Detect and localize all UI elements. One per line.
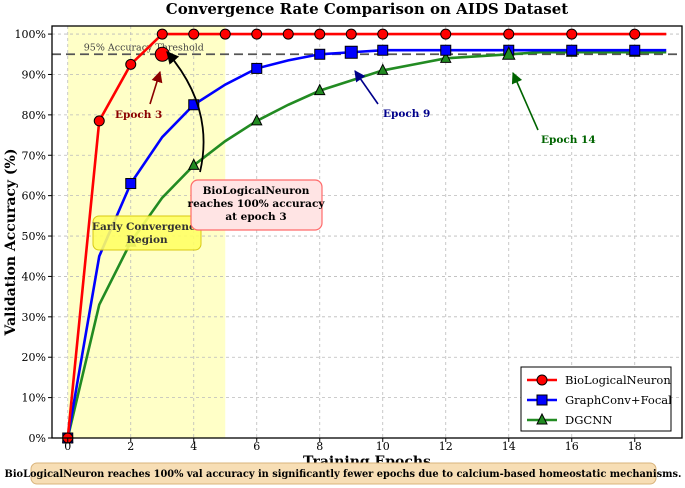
series-group <box>61 28 667 444</box>
y-tick-label: 0% <box>29 432 46 445</box>
x-tick-label: 2 <box>127 440 134 453</box>
x-tick-label: 6 <box>253 440 260 453</box>
chart-title: Convergence Rate Comparison on AIDS Data… <box>166 0 568 18</box>
data-point <box>282 28 294 40</box>
data-point <box>566 44 578 56</box>
data-point <box>313 83 326 96</box>
data-point <box>503 28 515 40</box>
data-point <box>566 28 578 40</box>
legend-item: BioLogicalNeuron <box>527 373 671 387</box>
y-tick-label: 100% <box>15 28 46 41</box>
reach-100-arrow <box>166 51 205 173</box>
epoch-14-arrow <box>511 71 539 131</box>
data-point <box>536 412 548 425</box>
x-tick-label: 18 <box>628 440 642 453</box>
data-point <box>377 28 389 40</box>
footer-text: BioLogicalNeuron reaches 100% val accura… <box>5 469 682 480</box>
data-point <box>629 44 641 56</box>
epoch-3-annotation: Epoch 3 <box>115 109 162 121</box>
data-point <box>93 115 105 127</box>
data-point <box>536 394 548 406</box>
x-tick-label: 8 <box>316 440 323 453</box>
data-point <box>187 158 200 170</box>
data-point <box>345 28 357 40</box>
y-tick-label: 30% <box>22 311 46 324</box>
data-point <box>251 28 263 40</box>
y-tick-label: 50% <box>22 230 46 243</box>
data-point <box>344 45 358 59</box>
axis-ticks: 0 2 4 6 8 10 12 14 16 18 0% 10% 20% 30% 40% 50% 60% 70% 80… <box>15 28 642 453</box>
x-tick-label: 12 <box>439 440 453 453</box>
y-tick-label: 40% <box>22 270 46 283</box>
y-tick-label: 60% <box>22 190 46 203</box>
early-convergence-box <box>92 215 202 251</box>
data-point <box>154 46 170 62</box>
x-tick-label: 10 <box>376 440 390 453</box>
data-point <box>125 58 137 70</box>
reach-100-box <box>190 179 323 231</box>
data-point <box>439 51 452 63</box>
y-tick-label: 80% <box>22 109 46 122</box>
data-point <box>376 63 389 75</box>
x-tick-label: 14 <box>502 440 516 453</box>
legend-label: BioLogicalNeuron <box>565 373 671 387</box>
data-point <box>536 374 548 386</box>
data-point <box>219 28 231 40</box>
data-point <box>377 44 389 56</box>
data-point <box>188 99 200 111</box>
data-point <box>440 28 452 40</box>
data-point <box>156 28 168 40</box>
data-point <box>250 113 263 126</box>
epoch-9-arrow <box>354 70 379 105</box>
data-point <box>314 48 326 60</box>
plot-frame <box>51 25 683 439</box>
x-tick-label: 16 <box>565 440 579 453</box>
reach-100-annotation: BioLogicalNeuron reaches 100% accuracy at … <box>188 185 326 223</box>
y-tick-label: 90% <box>22 68 46 81</box>
data-point <box>440 44 452 56</box>
data-point <box>314 28 326 40</box>
legend-label: GraphConv+Focal <box>565 393 672 407</box>
data-point <box>501 46 516 60</box>
legend: BioLogicalNeuron GraphConv+Focal DGCNN <box>520 366 672 432</box>
early-convergence-label: Early Convergence Region <box>92 221 202 246</box>
data-point <box>125 178 137 190</box>
threshold-label: 95% Accuracy Threshold <box>84 42 204 53</box>
legend-item: GraphConv+Focal <box>527 393 672 407</box>
y-tick-label: 10% <box>22 392 46 405</box>
x-tick-label: 4 <box>190 440 197 453</box>
data-point <box>251 62 263 74</box>
epoch-14-annotation: Epoch 14 <box>541 134 596 146</box>
epoch-9-annotation: Epoch 9 <box>383 108 430 120</box>
epoch-3-arrow <box>149 70 163 105</box>
footer-box <box>30 462 657 485</box>
legend-label: DGCNN <box>565 413 612 427</box>
x-tick-label: 0 <box>64 440 71 453</box>
series-biologicalneuron <box>62 28 667 444</box>
y-axis-label: Validation Accuracy (%) <box>3 149 19 337</box>
data-point <box>188 28 200 40</box>
y-tick-label: 70% <box>22 149 46 162</box>
y-tick-label: 20% <box>22 351 46 364</box>
legend-item: DGCNN <box>527 412 612 427</box>
data-point <box>629 28 641 40</box>
